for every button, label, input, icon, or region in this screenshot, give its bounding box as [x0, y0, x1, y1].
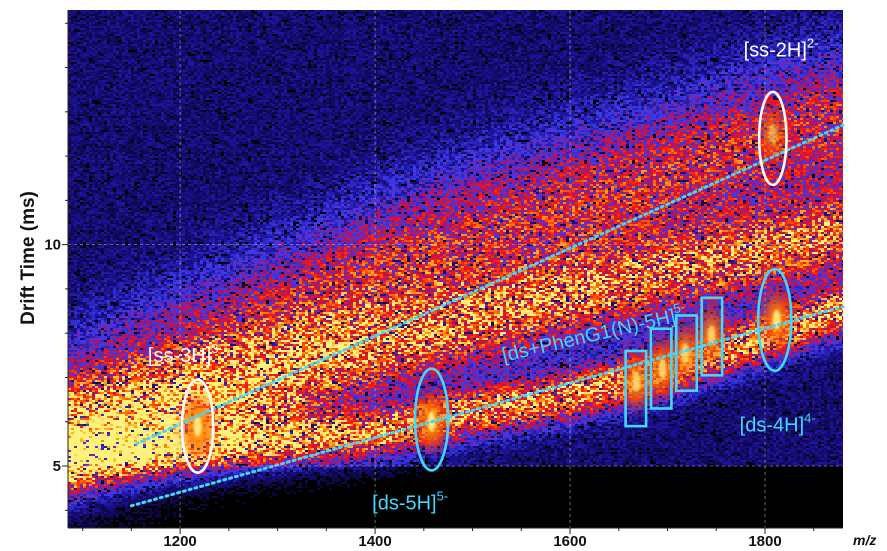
x-tick-label-0: 1200: [163, 533, 196, 550]
annotation-label-base: [ss-3H]: [148, 345, 211, 367]
hotspot-peak-0: [194, 416, 202, 436]
annotation-label-base: [ds-4H]: [740, 414, 804, 436]
annotation-label-charge: 5-: [437, 488, 449, 503]
x-axis-title: m/z: [853, 532, 876, 548]
y-tick-label-1: 10: [44, 237, 61, 254]
annotation-label-charge: 4-: [804, 410, 816, 425]
y-tick-label-0: 5: [53, 458, 61, 475]
annotation-label-charge: 2-: [807, 35, 819, 50]
annotation-label-charge: 3-: [211, 341, 223, 356]
annotation-label-base: [ss-2H]: [744, 39, 807, 61]
annotation-label-base: [ds-5H]: [372, 492, 436, 514]
x-tick-label-2: 1600: [553, 533, 586, 550]
hotspot-peak-5: [659, 359, 667, 379]
hotspot-peak-3: [769, 124, 777, 144]
hotspot-peak-4: [632, 372, 640, 392]
y-axis-title: Drift Time (ms): [18, 191, 39, 325]
x-tick-label-3: 1800: [748, 533, 781, 550]
x-tick-label-1: 1400: [358, 533, 391, 550]
